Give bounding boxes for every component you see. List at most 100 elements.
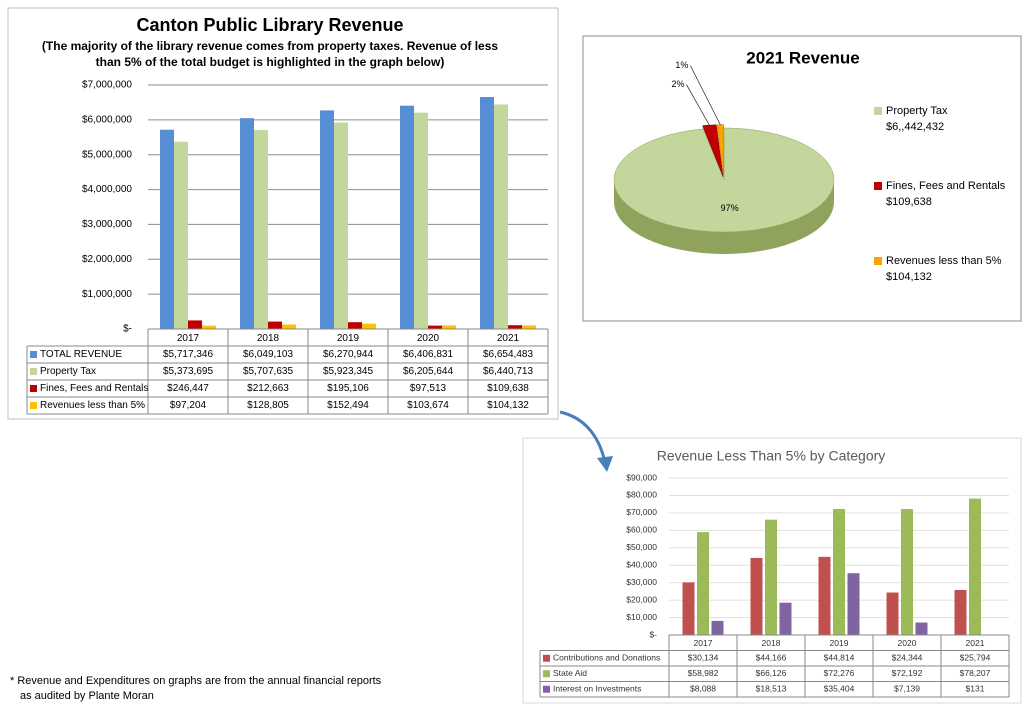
- leader-line: [690, 65, 721, 125]
- legend-label: Property Tax: [886, 105, 948, 117]
- value-label: $44,166: [756, 653, 787, 663]
- y-tick-label: $50,000: [626, 542, 657, 552]
- value-label: $35,404: [824, 684, 855, 694]
- value-label: $6,440,713: [483, 366, 533, 377]
- pie-side: [614, 180, 834, 254]
- bar: [240, 118, 254, 329]
- y-tick-label: $-: [123, 324, 132, 335]
- chart-subtitle: (The majority of the library revenue com…: [42, 39, 498, 53]
- legend-label: Interest on Investments: [553, 684, 641, 694]
- chart-title: Revenue Less Than 5% by Category: [657, 448, 886, 464]
- value-label: $5,923,345: [323, 366, 373, 377]
- legend-label: TOTAL REVENUE: [40, 349, 122, 360]
- legend-key: [874, 182, 882, 190]
- legend-amount: $104,132: [886, 271, 932, 283]
- bar: [901, 509, 913, 635]
- x-tick-label: 2019: [830, 638, 849, 648]
- value-label: $131: [966, 684, 985, 694]
- value-label: $72,276: [824, 668, 855, 678]
- y-tick-label: $7,000,000: [82, 80, 132, 91]
- value-label: $5,707,635: [243, 366, 293, 377]
- y-tick-label: $90,000: [626, 472, 657, 482]
- bar: [847, 573, 860, 635]
- value-label: $128,805: [247, 400, 289, 411]
- value-label: $246,447: [167, 383, 209, 394]
- x-tick-label: 2020: [898, 638, 917, 648]
- arrow: [559, 410, 607, 463]
- value-label: $7,139: [894, 684, 920, 694]
- legend-key: [543, 654, 550, 662]
- legend-key: [30, 402, 37, 409]
- bar: [779, 602, 792, 635]
- value-label: $212,663: [247, 383, 289, 394]
- y-tick-label: $30,000: [626, 577, 657, 587]
- bar: [160, 129, 174, 329]
- bar: [334, 122, 348, 329]
- bar: [428, 325, 442, 329]
- y-tick-label: $40,000: [626, 559, 657, 569]
- bar: [682, 582, 695, 635]
- arrowhead: [597, 456, 613, 472]
- legend-label: Contributions and Donations: [553, 653, 660, 663]
- value-label: $72,192: [892, 668, 923, 678]
- value-label: $5,717,346: [163, 349, 213, 360]
- y-tick-label: $-: [649, 629, 657, 639]
- value-label: $58,982: [688, 668, 719, 678]
- x-tick-label: 2017: [177, 333, 200, 344]
- bar: [697, 532, 709, 635]
- value-label: $5,373,695: [163, 366, 213, 377]
- bar: [711, 620, 724, 635]
- bar: [954, 590, 967, 635]
- value-label: $44,814: [824, 653, 855, 663]
- bar: [188, 320, 202, 329]
- legend-amount: $109,638: [886, 196, 932, 208]
- chart-subtitle: than 5% of the total budget is highlight…: [96, 55, 445, 69]
- y-tick-label: $6,000,000: [82, 114, 132, 125]
- value-label: 2%: [671, 79, 684, 89]
- bar: [400, 105, 414, 329]
- x-tick-label: 2017: [694, 638, 713, 648]
- legend-key: [874, 107, 882, 115]
- legend-key: [30, 351, 37, 358]
- legend-key: [30, 368, 37, 375]
- bar: [480, 97, 494, 329]
- bar: [414, 112, 428, 329]
- legend-label: Fines, Fees and Rentals: [40, 383, 148, 394]
- bar: [320, 110, 334, 329]
- bar: [348, 322, 362, 329]
- value-label: $6,049,103: [243, 349, 293, 360]
- x-tick-label: 2019: [337, 333, 360, 344]
- y-tick-label: $1,000,000: [82, 289, 132, 300]
- y-tick-label: $80,000: [626, 490, 657, 500]
- x-tick-label: 2018: [257, 333, 280, 344]
- bar: [818, 556, 831, 635]
- value-label: $78,207: [960, 668, 991, 678]
- value-label: $18,513: [756, 684, 787, 694]
- value-label: $152,494: [327, 400, 369, 411]
- bar: [833, 508, 845, 635]
- value-label: $24,344: [892, 653, 923, 663]
- pie-slice: [613, 127, 835, 233]
- bar: [174, 141, 188, 329]
- chart-title: 2021 Revenue: [746, 48, 859, 67]
- value-label: $103,674: [407, 400, 449, 411]
- value-label: $6,654,483: [483, 349, 533, 360]
- y-tick-label: $4,000,000: [82, 184, 132, 195]
- value-label: 97%: [721, 203, 739, 213]
- value-label: $25,794: [960, 653, 991, 663]
- y-tick-label: $60,000: [626, 525, 657, 535]
- legend-key: [30, 385, 37, 392]
- legend-key: [543, 670, 550, 678]
- y-tick-label: $10,000: [626, 612, 657, 622]
- leader-line: [686, 84, 710, 126]
- legend-label: Revenues less than 5%: [40, 400, 145, 411]
- bar: [202, 325, 216, 329]
- bar: [508, 325, 522, 329]
- x-tick-label: 2018: [762, 638, 781, 648]
- legend-key: [543, 685, 550, 693]
- chart-frame: [7, 7, 559, 420]
- value-label: $66,126: [756, 668, 787, 678]
- x-tick-label: 2021: [497, 333, 520, 344]
- legend-label: Property Tax: [40, 366, 96, 377]
